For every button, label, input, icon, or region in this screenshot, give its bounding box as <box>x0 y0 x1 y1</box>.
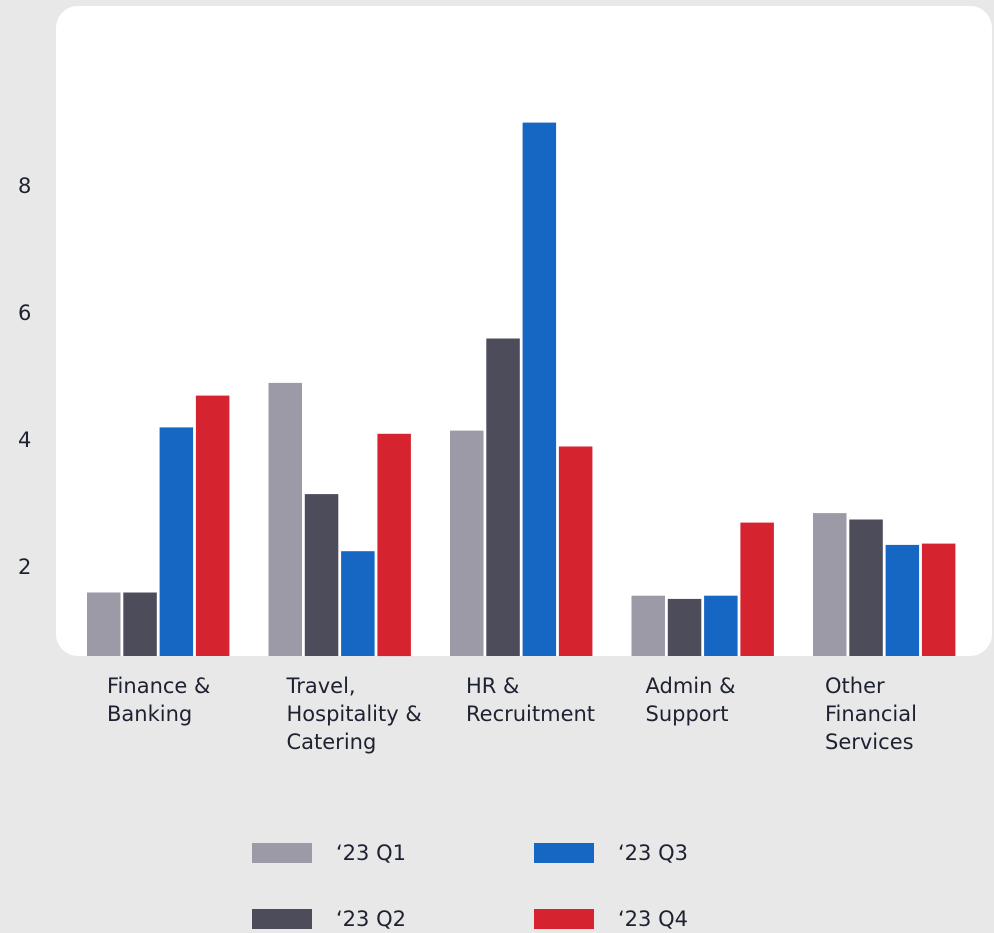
bar-5-series-4 <box>921 543 956 656</box>
bar-5-series-1 <box>813 513 847 656</box>
bar-2-series-2 <box>304 494 339 656</box>
bar-3-series-2 <box>486 338 520 656</box>
category-label: Travel, Hospitality & Catering <box>287 672 462 756</box>
legend-swatch <box>534 909 594 929</box>
bar-2-series-4 <box>377 433 411 657</box>
category-label-line: Recruitment <box>466 702 596 726</box>
bar-4-series-2 <box>667 598 702 656</box>
bar-2-series-1 <box>268 382 302 656</box>
category-label-line: Financial <box>825 702 917 726</box>
bar-5-series-3 <box>885 544 920 656</box>
bar-5-series-2 <box>849 519 883 656</box>
category-label-line: Banking <box>107 702 193 726</box>
category-label-line: Support <box>645 702 729 726</box>
legend-label: ‘23 Q3 <box>618 841 688 865</box>
bar-4-series-4 <box>740 522 774 656</box>
category-label-line: Finance & <box>107 674 211 698</box>
bar-4-series-3 <box>704 595 738 656</box>
y-tick-label: 6 <box>18 301 32 326</box>
y-tick-label: 4 <box>18 428 32 453</box>
bar-2-series-3 <box>341 551 375 656</box>
bar-1-series-1 <box>87 592 121 656</box>
category-label-line: Other <box>825 674 885 698</box>
category-label: Admin & Support <box>646 672 821 728</box>
category-label-line: HR & <box>466 674 520 698</box>
legend-swatch <box>252 843 312 863</box>
bar-4-series-1 <box>631 595 665 656</box>
y-tick-label: 2 <box>18 555 32 580</box>
legend-label: ‘23 Q4 <box>618 907 688 931</box>
category-label-line: Travel, <box>286 674 356 698</box>
category-label-line: Hospitality & <box>286 702 422 726</box>
category-label-line: Catering <box>286 730 377 754</box>
bar-3-series-1 <box>450 430 484 656</box>
bar-1-series-2 <box>123 592 157 656</box>
y-tick-label: 8 <box>18 174 32 199</box>
legend-label: ‘23 Q1 <box>336 841 406 865</box>
category-label: Other Financial Services <box>825 672 994 756</box>
bar-1-series-4 <box>195 395 230 656</box>
bar-3-series-3 <box>522 122 557 657</box>
legend-swatch <box>534 843 594 863</box>
bar-1-series-3 <box>159 427 194 656</box>
category-label-line: Admin & <box>645 674 736 698</box>
bar-3-series-4 <box>558 446 593 656</box>
legend-label: ‘23 Q2 <box>336 907 406 931</box>
category-label-line: Services <box>825 730 914 754</box>
legend-swatch <box>252 909 312 929</box>
category-label: HR & Recruitment <box>466 672 641 728</box>
category-label: Finance & Banking <box>107 672 282 728</box>
